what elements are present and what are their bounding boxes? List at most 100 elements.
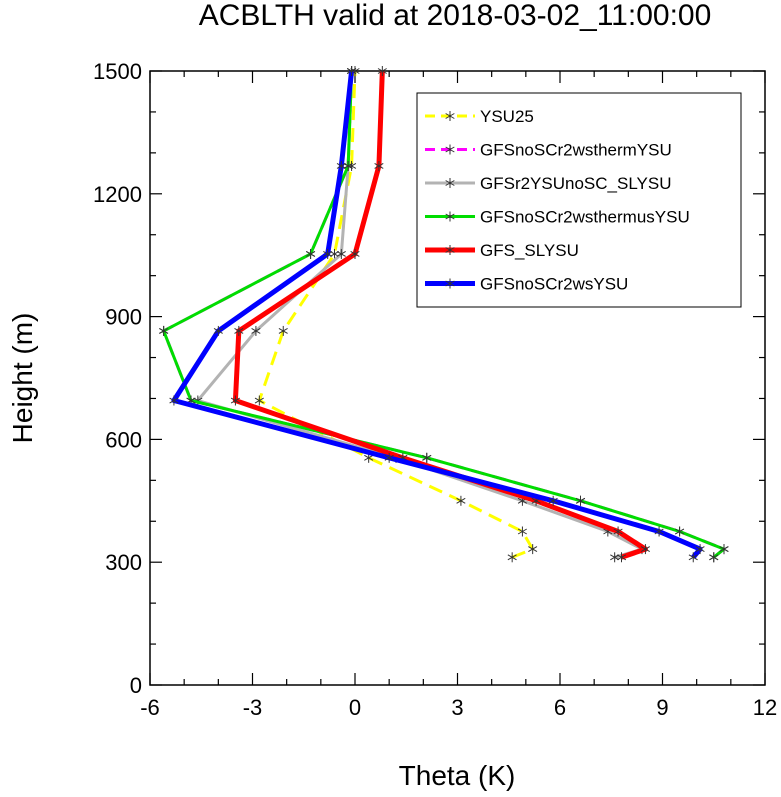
data-point — [675, 526, 685, 537]
data-point — [654, 526, 664, 537]
x-axis-label: Theta (K) — [399, 760, 516, 791]
legend-marker — [445, 144, 455, 155]
series-line — [171, 70, 703, 559]
data-point — [610, 552, 620, 563]
series-line — [232, 70, 648, 560]
data-point — [377, 66, 387, 76]
legend-box — [416, 92, 742, 308]
marker-stroke — [384, 454, 394, 461]
data-point — [528, 544, 538, 555]
data-point — [384, 452, 394, 463]
data-point — [251, 325, 261, 336]
series-gfsnoscr2wsysu — [169, 66, 705, 563]
marker-stroke — [654, 528, 664, 535]
marker-stroke — [445, 146, 455, 153]
y-tick-label: 900 — [105, 305, 142, 330]
data-point — [548, 495, 558, 506]
legend-marker — [445, 245, 455, 255]
marker-stroke — [548, 497, 558, 504]
marker-stroke — [507, 554, 517, 561]
data-point — [575, 495, 586, 506]
data-point — [456, 495, 466, 506]
marker-stroke — [616, 554, 627, 561]
marker-stroke — [251, 327, 261, 334]
data-point — [230, 395, 240, 406]
marker-stroke — [159, 327, 169, 334]
legend-item-gfsr2ysunosc-slysu: GFSr2YSUnoSC_SLYSU — [425, 174, 671, 193]
legend-label: GFS_SLYSU — [480, 241, 579, 260]
legend-marker — [445, 211, 455, 222]
y-tick-label: 0 — [130, 673, 142, 698]
data-point — [616, 552, 627, 563]
data-point — [347, 66, 357, 76]
series-gfsnoscr2wsthermusysu — [159, 66, 729, 563]
legend-item-gfs-slysu: GFS_SLYSU — [425, 241, 579, 260]
legend-item-ysu25: YSU25 — [425, 107, 534, 126]
marker-stroke — [603, 528, 613, 535]
data-point — [709, 552, 719, 563]
data-point — [422, 452, 432, 463]
y-tick-label: 300 — [105, 550, 142, 575]
data-point — [254, 395, 264, 406]
marker-stroke — [709, 554, 719, 561]
marker-stroke — [213, 327, 223, 334]
marker-stroke — [517, 497, 527, 504]
legend: YSU25 GFSnoSCr2wsthermYSU GFSr2YSUnoSC_SLY… — [416, 92, 742, 308]
marker-stroke — [610, 554, 620, 561]
y-tick-label: 1500 — [93, 59, 142, 84]
data-point — [336, 160, 346, 171]
legend-item-gfsnoscr2wsthermysu: GFSnoSCr2wsthermYSU — [425, 141, 672, 160]
marker-stroke — [517, 528, 527, 535]
marker-stroke — [456, 497, 466, 504]
series-line — [196, 70, 644, 559]
data-point — [169, 395, 179, 406]
data-point — [343, 160, 353, 171]
data-point — [336, 248, 346, 259]
marker-stroke — [336, 163, 346, 169]
data-point — [507, 552, 517, 563]
data-point — [640, 544, 650, 555]
data-point — [517, 526, 527, 537]
marker-stroke — [364, 454, 374, 461]
marker-stroke — [528, 546, 538, 553]
series-group — [159, 66, 729, 563]
marker-stroke — [445, 213, 455, 220]
marker-stroke — [422, 454, 432, 461]
chart-title: ACBLTH valid at 2018-03-02_11:00:00 — [199, 0, 712, 32]
legend-label: GFSnoSCr2wsthermYSU — [480, 141, 672, 160]
marker-stroke — [640, 546, 650, 553]
marker-stroke — [306, 251, 316, 257]
y-axis-label: Height (m) — [7, 313, 38, 444]
marker-stroke — [186, 397, 196, 404]
marker-stroke — [234, 327, 244, 334]
marker-stroke — [445, 280, 455, 287]
series-gfs-slysu — [230, 66, 650, 563]
legend-marker — [445, 111, 455, 121]
data-point — [695, 544, 705, 555]
marker-stroke — [374, 163, 384, 169]
x-tick-label: 12 — [753, 695, 777, 720]
marker-stroke — [347, 68, 357, 74]
data-point — [159, 325, 169, 336]
x-tick-label: 0 — [349, 695, 361, 720]
y-tick-labels: 0 300 600 900 1200 1500 — [93, 59, 142, 698]
data-point — [213, 325, 223, 336]
marker-stroke — [323, 251, 333, 257]
data-point — [234, 325, 244, 336]
data-point — [613, 526, 623, 537]
marker-stroke — [613, 528, 623, 535]
marker-stroke — [278, 327, 288, 334]
data-point — [350, 248, 360, 259]
series-line — [162, 70, 726, 559]
marker-stroke — [575, 497, 586, 504]
x-tick-label: -3 — [243, 695, 263, 720]
data-point — [278, 325, 288, 336]
legend-item-gfsnoscr2wsthermusysu: GFSnoSCr2wsthermusYSU — [425, 208, 690, 227]
legend-item-gfsnoscr2wsysu: GFSnoSCr2wsYSU — [425, 275, 628, 294]
data-point — [323, 248, 333, 259]
x-tick-label: 3 — [451, 695, 463, 720]
x-tick-label: 6 — [554, 695, 566, 720]
marker-stroke — [169, 397, 179, 404]
marker-stroke — [688, 554, 698, 561]
axis-ticks — [149, 70, 766, 686]
